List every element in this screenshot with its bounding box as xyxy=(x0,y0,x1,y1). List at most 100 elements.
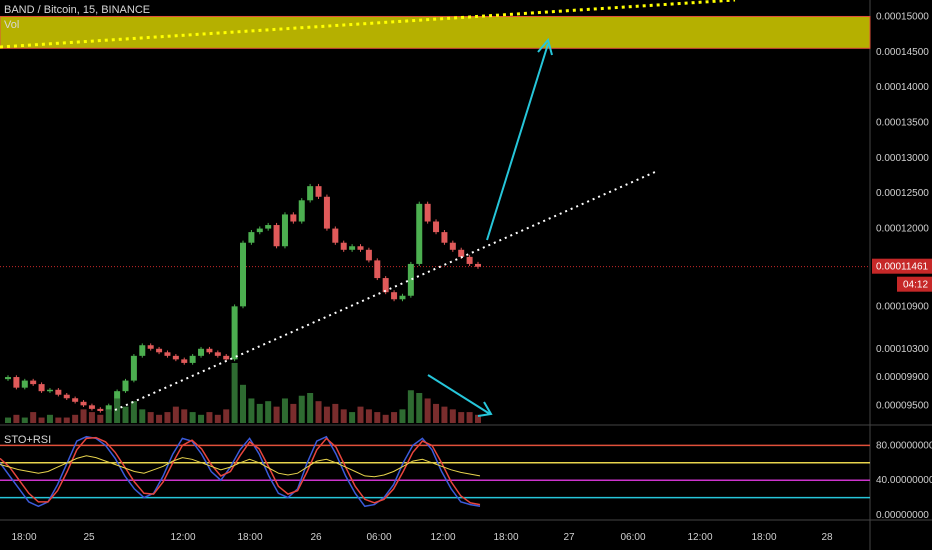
candle-body xyxy=(424,203,431,222)
candle-body xyxy=(105,405,112,411)
volume-bar xyxy=(114,398,121,423)
candle-body xyxy=(407,263,414,296)
volume-bar xyxy=(63,417,70,423)
time-tick-label: 18:00 xyxy=(237,532,262,543)
volume-bar xyxy=(248,398,255,423)
candle-body xyxy=(231,306,238,360)
time-tick-label: 18:00 xyxy=(751,532,776,543)
volume-bar xyxy=(30,412,37,423)
volume-bar xyxy=(407,390,414,423)
volume-bar xyxy=(206,412,213,423)
volume-bar xyxy=(382,414,389,423)
volume-bar xyxy=(80,409,87,423)
indicator-label: STO+RSI xyxy=(4,434,52,446)
candle-body xyxy=(248,232,255,243)
price-tick-label: 0.00015000 xyxy=(876,11,929,22)
volume-bar xyxy=(340,409,347,423)
volume-bar xyxy=(374,412,381,423)
indicator-line-rsi xyxy=(0,455,481,478)
candle-body xyxy=(38,384,45,392)
candle-body xyxy=(256,228,263,233)
volume-bar xyxy=(5,417,11,423)
volume-bar xyxy=(357,406,364,423)
volume-bar xyxy=(88,412,95,423)
volume-bar xyxy=(214,414,221,423)
volume-bar xyxy=(139,409,146,423)
volume-bar xyxy=(189,412,196,423)
price-tick-label: 0.00012000 xyxy=(876,224,929,235)
time-tick-label: 12:00 xyxy=(687,532,712,543)
volume-bar xyxy=(265,401,272,423)
time-tick-label: 06:00 xyxy=(620,532,645,543)
candle-body xyxy=(46,389,53,392)
volume-bar xyxy=(399,409,406,423)
volume-bar xyxy=(122,406,129,423)
volume-bar xyxy=(441,406,448,423)
candle-body xyxy=(382,278,389,293)
price-tick-label: 0.00010300 xyxy=(876,344,929,355)
candle-body xyxy=(97,408,104,411)
volume-bar xyxy=(172,406,179,423)
candle-body xyxy=(164,352,171,356)
candle-body xyxy=(30,380,37,385)
candle-body xyxy=(139,345,146,356)
indicator-tick-label: 0.00000000 xyxy=(876,510,929,521)
candle-body xyxy=(273,225,280,247)
time-tick-label: 12:00 xyxy=(170,532,195,543)
candle-body xyxy=(290,214,297,222)
candle-body xyxy=(63,394,70,399)
volume-arrowhead xyxy=(477,401,493,417)
volume-bar xyxy=(315,401,322,423)
volume-bar xyxy=(281,398,288,423)
indicator-line-stoch-d xyxy=(0,436,481,506)
candle-body xyxy=(340,242,347,250)
candle-body xyxy=(475,263,481,267)
volume-arrow xyxy=(427,374,491,415)
candle-body xyxy=(122,380,129,392)
candle-body xyxy=(156,348,163,353)
volume-bar xyxy=(72,414,79,423)
resistance-zone xyxy=(0,15,871,49)
candle-body xyxy=(449,242,456,250)
support-trendline xyxy=(114,171,656,411)
price-tick-label: 0.00009900 xyxy=(876,372,929,383)
candle-body xyxy=(416,203,423,264)
time-tick-label: 12:00 xyxy=(430,532,455,543)
candle-body xyxy=(323,196,330,229)
volume-bar xyxy=(55,417,62,423)
time-tick-label: 06:00 xyxy=(366,532,391,543)
volume-bar xyxy=(181,409,188,423)
candle-body xyxy=(223,355,230,360)
volume-bar xyxy=(231,363,238,423)
candle-body xyxy=(214,352,221,356)
price-tick-label: 0.00013000 xyxy=(876,153,929,164)
price-tick-label: 0.00014500 xyxy=(876,47,929,58)
candle-body xyxy=(399,295,406,300)
candle-body xyxy=(114,391,121,406)
volume-bar xyxy=(298,395,305,423)
countdown-label: 04:12 xyxy=(903,280,928,291)
indicator-tick-label: 40.00000000 xyxy=(876,475,932,486)
candle-body xyxy=(466,256,473,264)
price-tick-label: 0.00010900 xyxy=(876,301,929,312)
candle-body xyxy=(458,249,465,257)
volume-bar xyxy=(156,414,163,423)
candle-body xyxy=(80,401,87,406)
candle-body xyxy=(265,225,272,229)
candle-body xyxy=(55,389,62,395)
volume-bar xyxy=(475,414,481,423)
volume-bar xyxy=(349,412,356,423)
price-tick-label: 0.00013500 xyxy=(876,118,929,129)
volume-label: Vol xyxy=(4,19,20,31)
volume-bar xyxy=(433,403,440,423)
candle-body xyxy=(5,377,11,380)
time-tick-label: 26 xyxy=(310,532,322,543)
candle-body xyxy=(240,242,246,307)
volume-bar xyxy=(198,414,205,423)
candle-body xyxy=(315,186,322,197)
volume-bar xyxy=(290,403,297,423)
candle-body xyxy=(441,232,448,243)
time-tick-label: 25 xyxy=(83,532,95,543)
volume-bar xyxy=(38,417,45,423)
